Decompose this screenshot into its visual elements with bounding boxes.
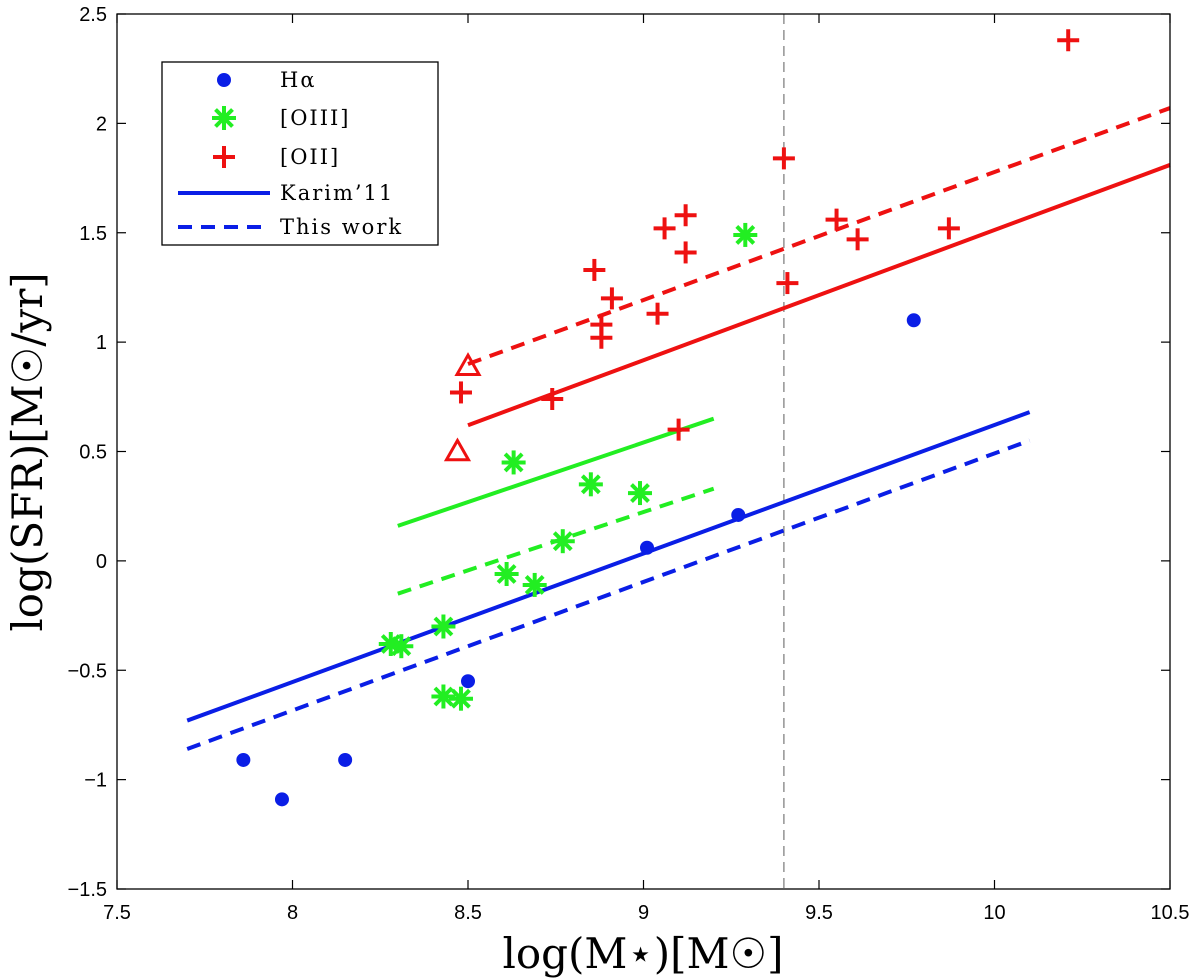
legend-label-1: [OIII] [280, 106, 351, 130]
y-tick-label-2: −0.5 [68, 660, 107, 682]
x-tick-label-1: 8 [287, 902, 298, 924]
point-series1-11 [733, 222, 758, 247]
x-tick-label-3: 9 [638, 902, 649, 924]
legend-box [161, 61, 439, 246]
point-series1-10 [627, 481, 652, 506]
point-series1-3 [431, 684, 456, 709]
point-series0-3 [461, 674, 475, 689]
y-axis-title: log(SFR)[M☉/yr] [3, 272, 52, 631]
point-series2-9 [674, 241, 697, 264]
fit-line-4 [467, 163, 1171, 428]
x-tick-label-0: 7.5 [103, 902, 131, 924]
point-series2-16 [1057, 29, 1080, 52]
legend-entry-0: Hα [217, 68, 317, 92]
point-series0-4 [640, 540, 655, 555]
x-tick-label-4: 9.5 [805, 902, 833, 924]
y-tick-label-4: 0.5 [79, 442, 107, 464]
point-series2-10 [667, 418, 690, 441]
point-series2-2 [583, 258, 606, 281]
x-tick-label-5: 10 [983, 902, 1005, 924]
legend-entry-1: [OIII] [212, 106, 351, 130]
point-series2-4 [590, 326, 613, 349]
point-series3-0 [454, 352, 482, 376]
y-tick-label-6: 1.5 [79, 223, 107, 245]
legend-marker-1 [212, 106, 236, 130]
point-series1-1 [389, 634, 414, 659]
point-series1-8 [550, 529, 575, 554]
fit-line-1 [186, 438, 1031, 751]
legend-label-4: This work [280, 215, 403, 239]
legend-entry-2: [OII] [213, 145, 340, 169]
point-series2-11 [772, 147, 795, 170]
point-series2-7 [653, 217, 676, 240]
point-series1-9 [578, 472, 603, 497]
y-tick-label-0: −1.5 [68, 879, 107, 901]
point-series2-5 [600, 287, 623, 310]
x-tick-label-6: 10.5 [1151, 902, 1190, 924]
point-series0-6 [906, 313, 921, 328]
legend-marker-2 [213, 146, 235, 168]
point-series1-6 [494, 562, 519, 586]
legend-entry-3: Karim’11 [178, 181, 394, 205]
legend-label-2: [OII] [280, 145, 340, 169]
fit-line-5 [467, 106, 1171, 366]
point-series3-1 [443, 437, 472, 462]
point-series2-6 [646, 302, 669, 325]
point-series2-13 [825, 208, 848, 231]
point-series1-5 [501, 450, 526, 475]
point-series2-12 [776, 272, 799, 295]
legend-entry-4: This work [178, 215, 403, 239]
fit-line-2 [397, 416, 715, 528]
y-tick-label-5: 1 [96, 332, 107, 354]
point-series1-4 [448, 686, 473, 711]
fit-line-0 [186, 410, 1031, 723]
y-tick-label-7: 2 [96, 113, 107, 135]
point-series2-14 [846, 228, 869, 251]
point-series2-1 [541, 388, 564, 410]
y-tick-label-8: 2.5 [79, 4, 107, 26]
y-tick-label-3: 0 [96, 551, 107, 573]
legend-label-3: Karim’11 [280, 181, 394, 205]
legend: Hα [OIII] [OII] Karim’11 This work [161, 61, 439, 246]
x-axis-title: log(M⋆)[M☉] [502, 929, 783, 978]
point-series2-0 [449, 381, 472, 404]
legend-label-0: Hα [280, 68, 317, 92]
point-series1-2 [431, 614, 456, 639]
x-tick-label-2: 8.5 [454, 902, 482, 924]
legend-marker-0 [217, 73, 231, 87]
point-series0-0 [236, 752, 251, 767]
point-series2-15 [937, 217, 960, 240]
point-series1-7 [522, 572, 547, 597]
point-series0-5 [731, 507, 746, 522]
y-tick-label-1: −1 [84, 770, 107, 792]
point-series2-8 [674, 204, 697, 227]
point-series0-1 [274, 792, 289, 807]
point-series0-2 [338, 752, 353, 767]
